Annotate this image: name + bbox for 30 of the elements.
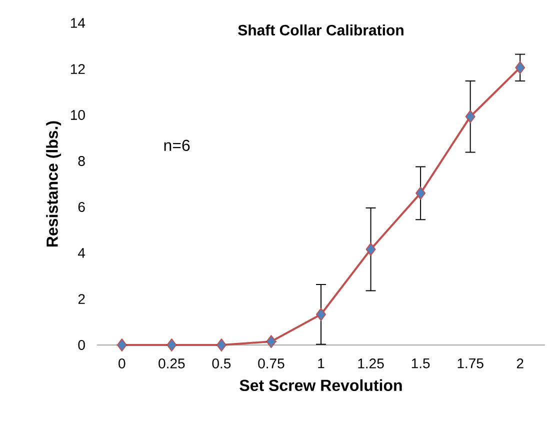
point — [316, 308, 326, 321]
x-tick-label: 1.75 — [458, 358, 484, 368]
x-tick-label: 1 — [318, 358, 324, 368]
point — [266, 335, 276, 348]
point — [465, 110, 476, 124]
point — [116, 338, 127, 352]
annotation: n=6 — [164, 140, 190, 152]
y-tick-label: 2 — [78, 294, 85, 304]
point — [166, 338, 177, 352]
x-tick-label: 2 — [516, 358, 524, 368]
point — [216, 338, 226, 352]
y-axis-title: Resistance (lbs.) — [46, 121, 62, 246]
x-tick-label: 0.75 — [258, 358, 284, 368]
x-tick-label: 0.25 — [158, 358, 185, 368]
x-tick-label: 0.5 — [212, 358, 231, 368]
y-tick-label: 12 — [70, 64, 85, 74]
point — [515, 61, 526, 74]
point — [366, 242, 376, 256]
y-tick-label: 8 — [78, 156, 85, 166]
x-tick-label: 1.5 — [412, 358, 430, 368]
y-tick-label: 10 — [70, 110, 85, 120]
x-tick-label: 0 — [118, 358, 126, 368]
y-tick-label: 0 — [78, 340, 85, 350]
x-axis-title: Set Screw Revolution — [240, 379, 402, 392]
y-tick-label: 6 — [78, 202, 85, 212]
point — [416, 186, 426, 200]
y-tick-label: 4 — [78, 248, 86, 258]
x-tick-label: 1.25 — [358, 358, 384, 368]
chart-title: Shaft Collar Calibration — [238, 24, 404, 36]
y-tick-label: 14 — [70, 18, 86, 28]
